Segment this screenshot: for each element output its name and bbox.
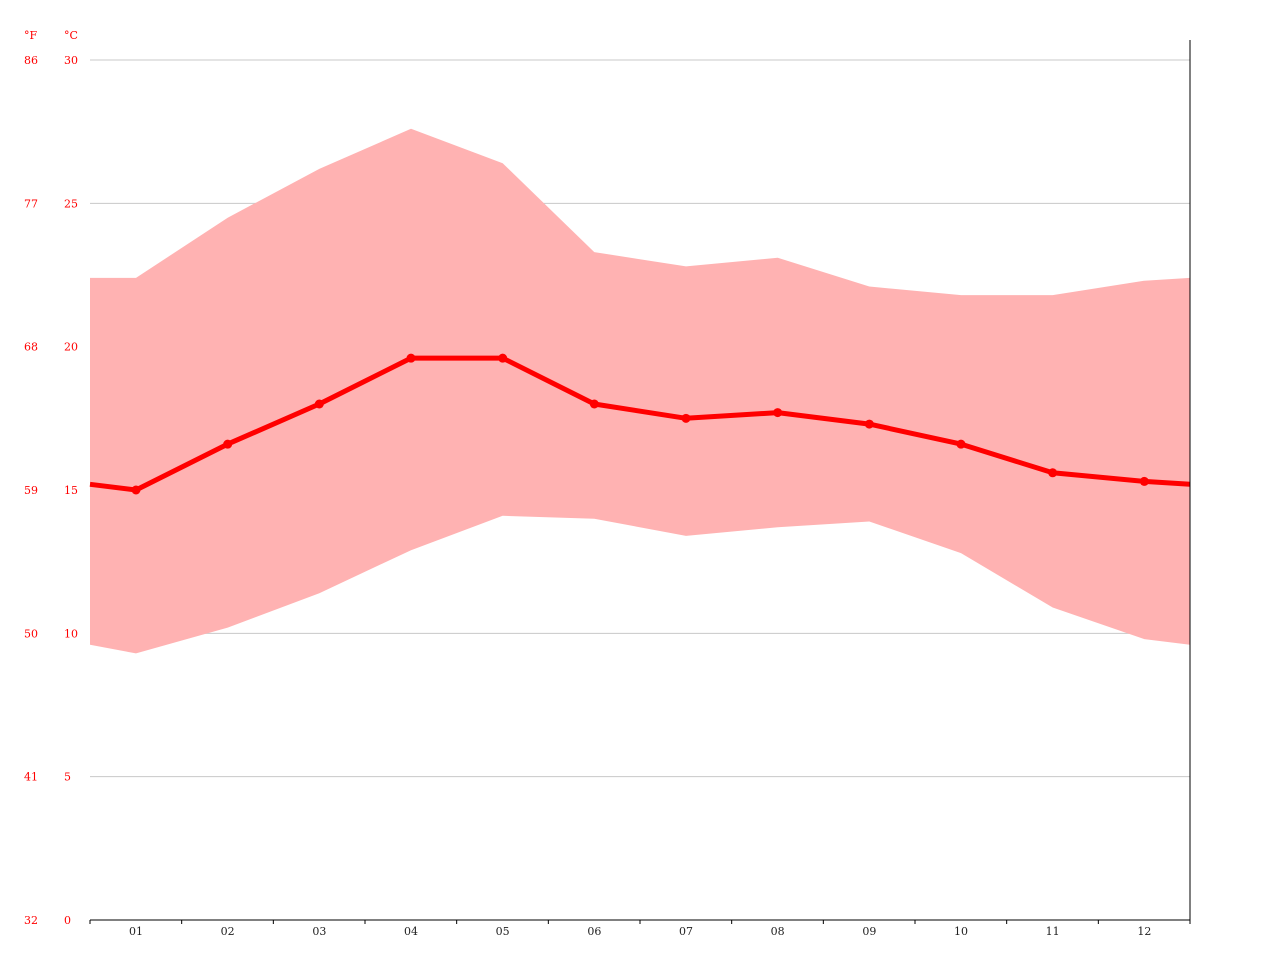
mean-point-06 bbox=[589, 399, 599, 409]
mean-line-path bbox=[89, 355, 1191, 493]
mean-point-01 bbox=[131, 485, 141, 495]
temperature-band-area bbox=[90, 128, 1190, 654]
mean-point-07 bbox=[681, 413, 691, 423]
mean-point-10 bbox=[956, 439, 966, 449]
x-tick-label-07: 07 bbox=[679, 925, 693, 938]
x-tick-label-03: 03 bbox=[312, 925, 326, 938]
x-tick-label-11: 11 bbox=[1046, 925, 1060, 938]
y-tick-label-c: 30 bbox=[64, 54, 78, 67]
y-tick-label-f: 86 bbox=[24, 54, 38, 67]
mean-point-11 bbox=[1048, 468, 1058, 478]
y-tick-label-c: 0 bbox=[64, 914, 71, 927]
x-tick-label-06: 06 bbox=[587, 925, 601, 938]
mean-point-03 bbox=[314, 399, 324, 409]
x-tick-label-09: 09 bbox=[862, 925, 876, 938]
mean-point-09 bbox=[864, 419, 874, 429]
x-tick-label-05: 05 bbox=[496, 925, 510, 938]
y-tick-label-f: 41 bbox=[24, 771, 38, 784]
y-tick-label-c: 20 bbox=[64, 341, 78, 354]
y-tick-label-f: 50 bbox=[24, 627, 38, 640]
mean-point-05 bbox=[498, 353, 508, 363]
mean-point-08 bbox=[773, 408, 783, 418]
x-tick-label-12: 12 bbox=[1137, 925, 1151, 938]
mean-point-12 bbox=[1139, 476, 1149, 486]
mean-point-04 bbox=[406, 353, 416, 363]
y-tick-label-f: 77 bbox=[24, 197, 38, 210]
y-tick-label-c: 10 bbox=[64, 627, 78, 640]
fahrenheit-unit-label: °F bbox=[24, 29, 38, 42]
axes bbox=[89, 40, 1191, 924]
y-tick-label-f: 32 bbox=[24, 914, 38, 927]
mean-point-02 bbox=[223, 439, 233, 449]
mean-temperature-line bbox=[89, 353, 1191, 495]
x-tick-label-08: 08 bbox=[771, 925, 785, 938]
y-tick-label-c: 15 bbox=[64, 484, 78, 497]
y-tick-label-f: 59 bbox=[24, 484, 38, 497]
x-tick-label-10: 10 bbox=[954, 925, 968, 938]
y-tick-label-c: 25 bbox=[64, 197, 78, 210]
x-tick-label-02: 02 bbox=[221, 925, 235, 938]
x-axis-labels: 01 02 03 04 05 06 07 08 09 10 11 12 bbox=[129, 925, 1151, 938]
x-tick-label-01: 01 bbox=[129, 925, 143, 938]
celsius-unit-label: °C bbox=[64, 29, 78, 42]
x-tick-label-04: 04 bbox=[404, 925, 418, 938]
temperature-range-band bbox=[90, 128, 1190, 654]
y-tick-label-f: 68 bbox=[24, 341, 38, 354]
y-axis-labels: °F °C 86 30 77 25 68 20 59 15 50 10 41 5 32 0 bbox=[24, 29, 78, 927]
y-tick-label-c: 5 bbox=[64, 771, 71, 784]
